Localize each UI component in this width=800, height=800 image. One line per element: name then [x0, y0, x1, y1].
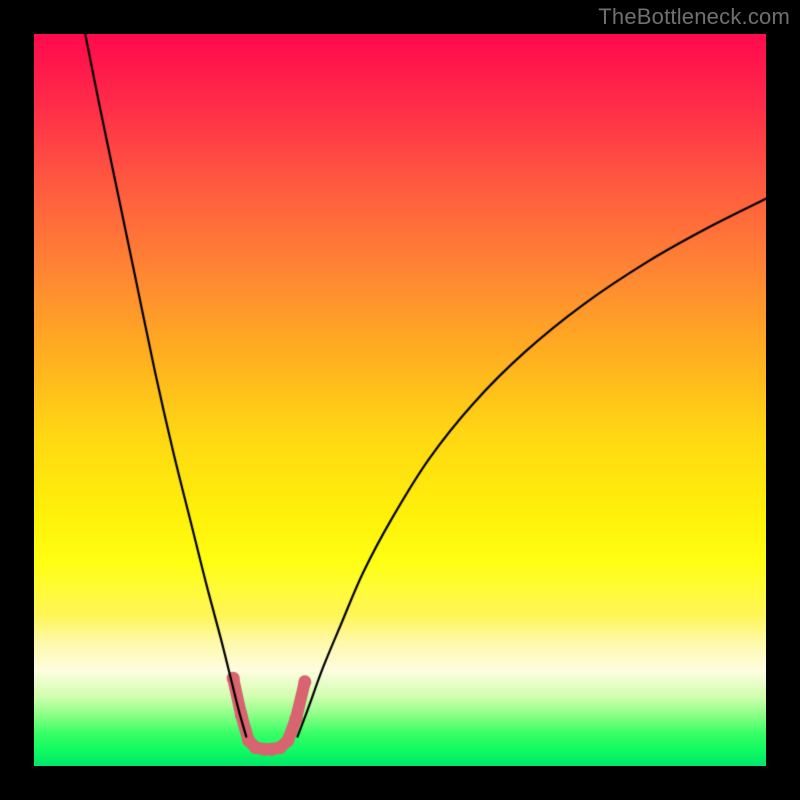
chart-outer-frame: TheBottleneck.com: [0, 0, 800, 800]
plot-area: [34, 34, 766, 766]
watermark-text: TheBottleneck.com: [598, 4, 790, 30]
chart-canvas: [34, 34, 766, 766]
